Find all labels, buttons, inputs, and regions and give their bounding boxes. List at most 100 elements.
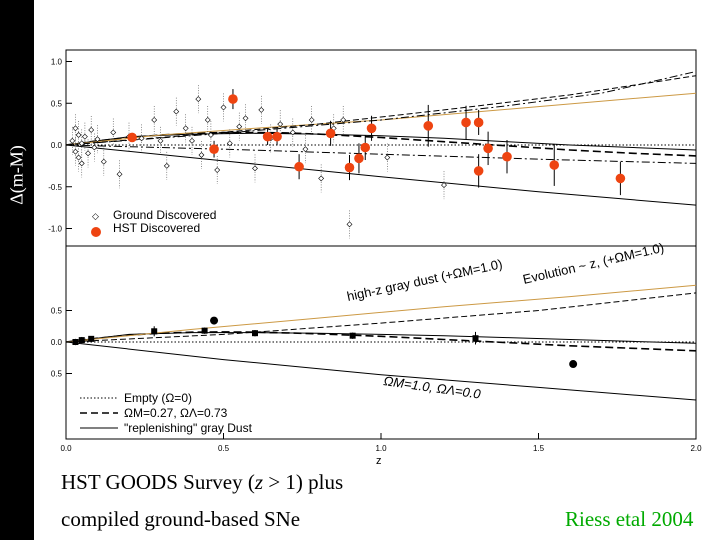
legend-dust-label: "replenishing" gray Dust [124, 421, 253, 435]
ground-point [88, 127, 95, 133]
top-hst-points [127, 89, 626, 196]
ground-point [204, 117, 211, 123]
hst-point [262, 131, 273, 142]
ground-point [198, 152, 205, 158]
ground-point [110, 129, 117, 136]
legend-ground-marker: ◇ [92, 211, 99, 221]
top-model-lower-dashdot [65, 144, 697, 164]
hst-point [272, 131, 282, 142]
caption-line-1: HST GOODS Survey (z > 1) plus [61, 470, 343, 495]
binned-point [201, 327, 208, 334]
hst-point [502, 151, 512, 162]
ground-point [308, 117, 315, 123]
ground-point [277, 121, 284, 128]
ground-point [242, 115, 249, 122]
ground-point [91, 144, 98, 151]
top-ytick-label: 0.5 [51, 99, 63, 108]
ground-point [100, 158, 107, 165]
bot-ytick-label: 0.5 [51, 307, 63, 316]
hst-point [615, 173, 626, 184]
top-model-curves [65, 71, 697, 206]
hst-point [549, 160, 560, 170]
binned-point [72, 339, 79, 345]
hst-point [473, 166, 484, 176]
annotation-matter: ΩM=1.0, ΩΛ=0.0 [383, 373, 483, 402]
top-model-upper-dashdot [65, 71, 697, 146]
hst-point [344, 162, 355, 173]
xtick-label: 1.5 [533, 444, 545, 453]
top-model-open-matter [65, 144, 697, 206]
caption-suffix: > 1) plus [263, 470, 344, 494]
top-model-evolution [65, 75, 697, 146]
hst-point [461, 117, 471, 128]
ground-point [138, 135, 145, 142]
annotation-dust: high-z gray dust (+ΩM=1.0) [346, 256, 504, 304]
bot-ytick-label: 0.5 [51, 370, 63, 379]
hst-point [294, 161, 304, 172]
single-point [569, 360, 578, 369]
ground-point [318, 175, 325, 182]
bot-model-replenishing-dust [65, 332, 697, 344]
ground-point [69, 137, 76, 144]
ground-point [340, 117, 347, 123]
ground-point [220, 104, 227, 111]
ground-point [173, 108, 180, 115]
ground-point [258, 107, 265, 113]
ground-point [302, 146, 309, 153]
legend-ground-label: Ground Discovered [113, 208, 216, 222]
ground-point [72, 148, 79, 155]
top-ytick-label: -0.5 [48, 183, 62, 192]
xtick-label: 0.5 [218, 444, 230, 453]
ground-point [85, 150, 91, 157]
legend-hst-label: HST Discovered [113, 221, 200, 235]
bottom-model-curves [65, 284, 697, 401]
ground-point [441, 182, 447, 189]
bottom-x-ticks: 0.0 0.5 1.0 1.5 2.0 [60, 433, 702, 453]
annotation-evolution: Evolution ~ z, (+ΩM=1.0) [521, 240, 665, 287]
ground-point [75, 154, 82, 161]
ground-point [195, 96, 202, 102]
ground-point [214, 167, 221, 173]
top-ground-points [69, 85, 447, 239]
hst-point [483, 143, 493, 154]
xtick-label: 2.0 [690, 444, 702, 453]
hst-point [209, 144, 219, 154]
bot-ytick-label: 0.0 [51, 338, 63, 347]
top-ytick-label: 0.0 [51, 141, 63, 150]
hst-point [325, 128, 336, 139]
ground-point [226, 140, 233, 147]
ground-point [151, 117, 158, 123]
top-legend: ◇ Ground Discovered HST Discovered [91, 208, 216, 237]
ground-point [163, 162, 170, 169]
caption-line-2: compiled ground-based SNe [61, 507, 301, 531]
bot-model-evolution [65, 292, 697, 343]
top-ytick-label: 1.0 [51, 58, 63, 67]
xtick-label: 0.0 [60, 444, 72, 453]
ground-point [78, 160, 85, 167]
legend-empty-label: Empty (Ω=0) [124, 391, 192, 405]
caption-prefix: HST GOODS Survey ( [61, 470, 255, 494]
top-ytick-label: -1.0 [48, 225, 62, 234]
x-axis-label: z [376, 455, 382, 467]
bot-model-dust-matter [65, 284, 697, 343]
binned-point [151, 328, 158, 335]
side-bar: Δ(m-M) [0, 0, 34, 540]
ground-point [157, 137, 164, 144]
binned-point [472, 335, 479, 342]
binned-point [252, 330, 258, 337]
ground-point [94, 136, 101, 143]
binned-point [349, 332, 356, 339]
hst-point [360, 142, 371, 153]
ground-point [384, 154, 391, 161]
hst-point [423, 120, 434, 131]
ground-point [116, 171, 123, 178]
hst-point [228, 94, 238, 104]
ground-point [72, 125, 79, 132]
legend-lcdm-label: ΩM=0.27, ΩΛ=0.73 [124, 406, 228, 420]
bottom-panel: 0.5 0.0 0.5 0.0 0.5 1.0 1.5 2.0 high-z gray du… [51, 240, 702, 453]
top-y-ticks: 1.0 0.5 0.0 -0.5 -1.0 [48, 58, 72, 234]
bottom-binned-points [72, 316, 578, 369]
hst-point [473, 117, 484, 128]
single-point [210, 316, 219, 325]
